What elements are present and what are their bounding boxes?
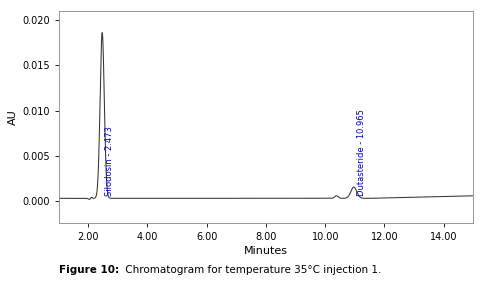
Text: Silodosin - 2.473: Silodosin - 2.473 bbox=[105, 126, 114, 196]
Text: Chromatogram for temperature 35°C injection 1.: Chromatogram for temperature 35°C inject… bbox=[122, 265, 382, 275]
Y-axis label: AU: AU bbox=[8, 109, 18, 125]
X-axis label: Minutes: Minutes bbox=[244, 246, 288, 256]
Text: Dutasteride - 10.965: Dutasteride - 10.965 bbox=[357, 109, 366, 196]
Text: Figure 10:: Figure 10: bbox=[59, 265, 119, 275]
